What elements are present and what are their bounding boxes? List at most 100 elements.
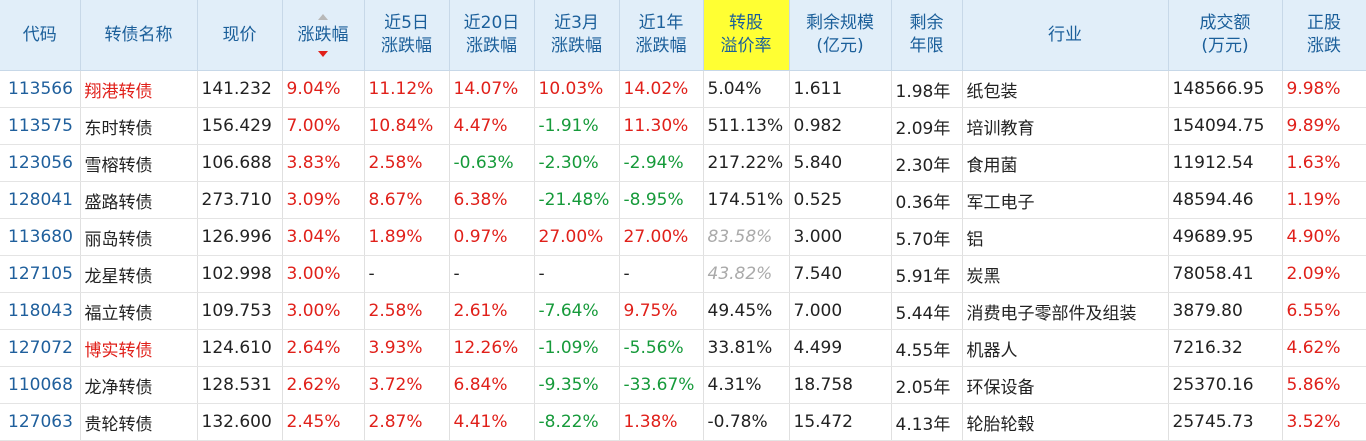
col-premium[interactable]: 转股 溢价率 [703, 0, 790, 71]
stock-change-cell: 1.19% [1282, 181, 1366, 219]
col-years[interactable]: 剩余 年限 [891, 0, 963, 71]
premium-cell: -0.78% [703, 403, 790, 441]
table-row[interactable]: 123056 雪榕转债 106.688 3.83% 2.58% -0.63% -2.30% -… [0, 144, 1366, 182]
table-row[interactable]: 118043 福立转债 109.753 3.00% 2.58% 2.61% -7.64% 9.… [0, 292, 1366, 330]
change-5d-cell: 8.67% [364, 181, 450, 219]
col-premium-label-1: 转股 [729, 13, 763, 33]
col-3m-change[interactable]: 近3月 涨跌幅 [534, 0, 620, 71]
change-1y-cell: 14.02% [619, 70, 704, 108]
change-3m-cell: -9.35% [534, 366, 620, 404]
col-code[interactable]: 代码 [0, 0, 81, 71]
table-row[interactable]: 113680 丽岛转债 126.996 3.04% 1.89% 0.97% 27.00% 27… [0, 218, 1366, 256]
change-5d-cell: 10.84% [364, 107, 450, 145]
years-cell: 5.44年 [891, 292, 963, 330]
col-name[interactable]: 转债名称 [80, 0, 198, 71]
industry-cell: 纸包装 [962, 70, 1169, 108]
industry-cell: 机器人 [962, 329, 1169, 367]
change-cell: 2.62% [282, 366, 365, 404]
industry-cell: 环保设备 [962, 366, 1169, 404]
change-20d-cell: 4.41% [449, 403, 535, 441]
col-change[interactable]: 涨跌幅 [282, 0, 365, 71]
volume-cell: 3879.80 [1168, 292, 1283, 330]
industry-cell: 轮胎轮毂 [962, 403, 1169, 441]
col-name-label: 转债名称 [104, 24, 173, 45]
table-row[interactable]: 127063 贵轮转债 132.600 2.45% 2.87% 4.41% -8.22% 1.… [0, 403, 1366, 441]
price-cell: 126.996 [197, 218, 283, 256]
col-1y-label-2: 涨跌幅 [635, 36, 687, 56]
bond-code-link[interactable]: 110068 [0, 366, 81, 404]
col-volume[interactable]: 成交额 (万元) [1168, 0, 1283, 71]
bond-code-link[interactable]: 118043 [0, 292, 81, 330]
table-row[interactable]: 127105 龙星转债 102.998 3.00% - - - -43.82% 7.540 5.9… [0, 255, 1366, 293]
scale-cell: 4.499 [789, 329, 892, 367]
bond-code-link[interactable]: 127063 [0, 403, 81, 441]
price-cell: 124.610 [197, 329, 283, 367]
table-row[interactable]: 128041 盛路转债 273.710 3.09% 8.67% 6.38% -21.48% -… [0, 181, 1366, 219]
bond-code-link[interactable]: 113566 [0, 70, 81, 108]
change-3m-cell: -1.09% [534, 329, 620, 367]
change-20d-cell: 4.47% [449, 107, 535, 145]
change-1y-cell: 9.75% [619, 292, 704, 330]
volume-cell: 11912.54 [1168, 144, 1283, 182]
bond-name-link[interactable]: 贵轮转债 [80, 403, 198, 441]
scale-cell: 15.472 [789, 403, 892, 441]
col-stock-change[interactable]: 正股 涨跌 [1282, 0, 1366, 71]
premium-cell: 33.81% [703, 329, 790, 367]
years-cell: 4.13年 [891, 403, 963, 441]
change-20d-cell: 14.07% [449, 70, 535, 108]
table-row[interactable]: 110068 龙净转债 128.531 2.62% 3.72% 6.84% -9.35% -3… [0, 366, 1366, 404]
col-scale[interactable]: 剩余规模 (亿元) [789, 0, 892, 71]
bond-name-link[interactable]: 盛路转债 [80, 181, 198, 219]
volume-cell: 154094.75 [1168, 107, 1283, 145]
bond-code-link[interactable]: 127072 [0, 329, 81, 367]
bond-name-link[interactable]: 博实转债 [80, 329, 198, 367]
change-20d-cell: -0.63% [449, 144, 535, 182]
stock-change-cell: 2.09% [1282, 255, 1366, 293]
bond-code-link[interactable]: 128041 [0, 181, 81, 219]
bond-name-link[interactable]: 龙星转债 [80, 255, 198, 293]
bond-code-link[interactable]: 127105 [0, 255, 81, 293]
stock-change-cell: 4.90% [1282, 218, 1366, 256]
price-cell: 128.531 [197, 366, 283, 404]
price-cell: 102.998 [197, 255, 283, 293]
change-5d-cell: 11.12% [364, 70, 450, 108]
change-20d-cell: 12.26% [449, 329, 535, 367]
change-5d-cell: 3.72% [364, 366, 450, 404]
bond-name-link[interactable]: 龙净转债 [80, 366, 198, 404]
col-code-label: 代码 [22, 24, 57, 45]
price-cell: 106.688 [197, 144, 283, 182]
bond-name-link[interactable]: 东时转债 [80, 107, 198, 145]
col-price[interactable]: 现价 [197, 0, 283, 71]
stock-change-cell: 4.62% [1282, 329, 1366, 367]
bond-code-link[interactable]: 113680 [0, 218, 81, 256]
price-cell: 156.429 [197, 107, 283, 145]
col-1y-label-1: 近1年 [638, 13, 684, 33]
years-cell: 4.55年 [891, 329, 963, 367]
col-volume-label-1: 成交额 [1199, 13, 1251, 33]
bond-name-link[interactable]: 福立转债 [80, 292, 198, 330]
col-1y-change[interactable]: 近1年涨跌幅 [619, 0, 704, 71]
table-row[interactable]: 113575 东时转债 156.429 7.00% 10.84% 4.47% -1.91% 1… [0, 107, 1366, 145]
bond-name-link[interactable]: 雪榕转债 [80, 144, 198, 182]
industry-cell: 军工电子 [962, 181, 1169, 219]
col-industry-label: 行业 [1048, 24, 1082, 45]
table-row[interactable]: 127072 博实转债 124.610 2.64% 3.93% 12.26% -1.09% -… [0, 329, 1366, 367]
col-20d-label-2: 涨跌幅 [466, 36, 517, 56]
change-3m-cell: 27.00% [534, 218, 620, 256]
premium-cell: 174.51% [703, 181, 790, 219]
bond-code-link[interactable]: 123056 [0, 144, 81, 182]
bond-name-link[interactable]: 丽岛转债 [80, 218, 198, 256]
change-3m-cell: -7.64% [534, 292, 620, 330]
table-row[interactable]: 113566 翔港转债 141.232 9.04% 11.12% 14.07% 10.03%… [0, 70, 1366, 108]
col-industry[interactable]: 行业 [962, 0, 1169, 71]
bond-code-link[interactable]: 113575 [0, 107, 81, 145]
change-5d-cell: 2.87% [364, 403, 450, 441]
bond-name-link[interactable]: 翔港转债 [80, 70, 198, 108]
col-change-label: 涨跌幅 [297, 24, 349, 45]
industry-cell: 铝 [962, 218, 1169, 256]
col-stock-label-2: 涨跌 [1307, 36, 1341, 56]
years-cell: 5.91年 [891, 255, 963, 293]
premium-cell: 5.04% [703, 70, 790, 108]
col-5d-change[interactable]: 近5日 涨跌幅 [364, 0, 450, 71]
col-20d-change[interactable]: 近20日 涨跌幅 [449, 0, 535, 71]
